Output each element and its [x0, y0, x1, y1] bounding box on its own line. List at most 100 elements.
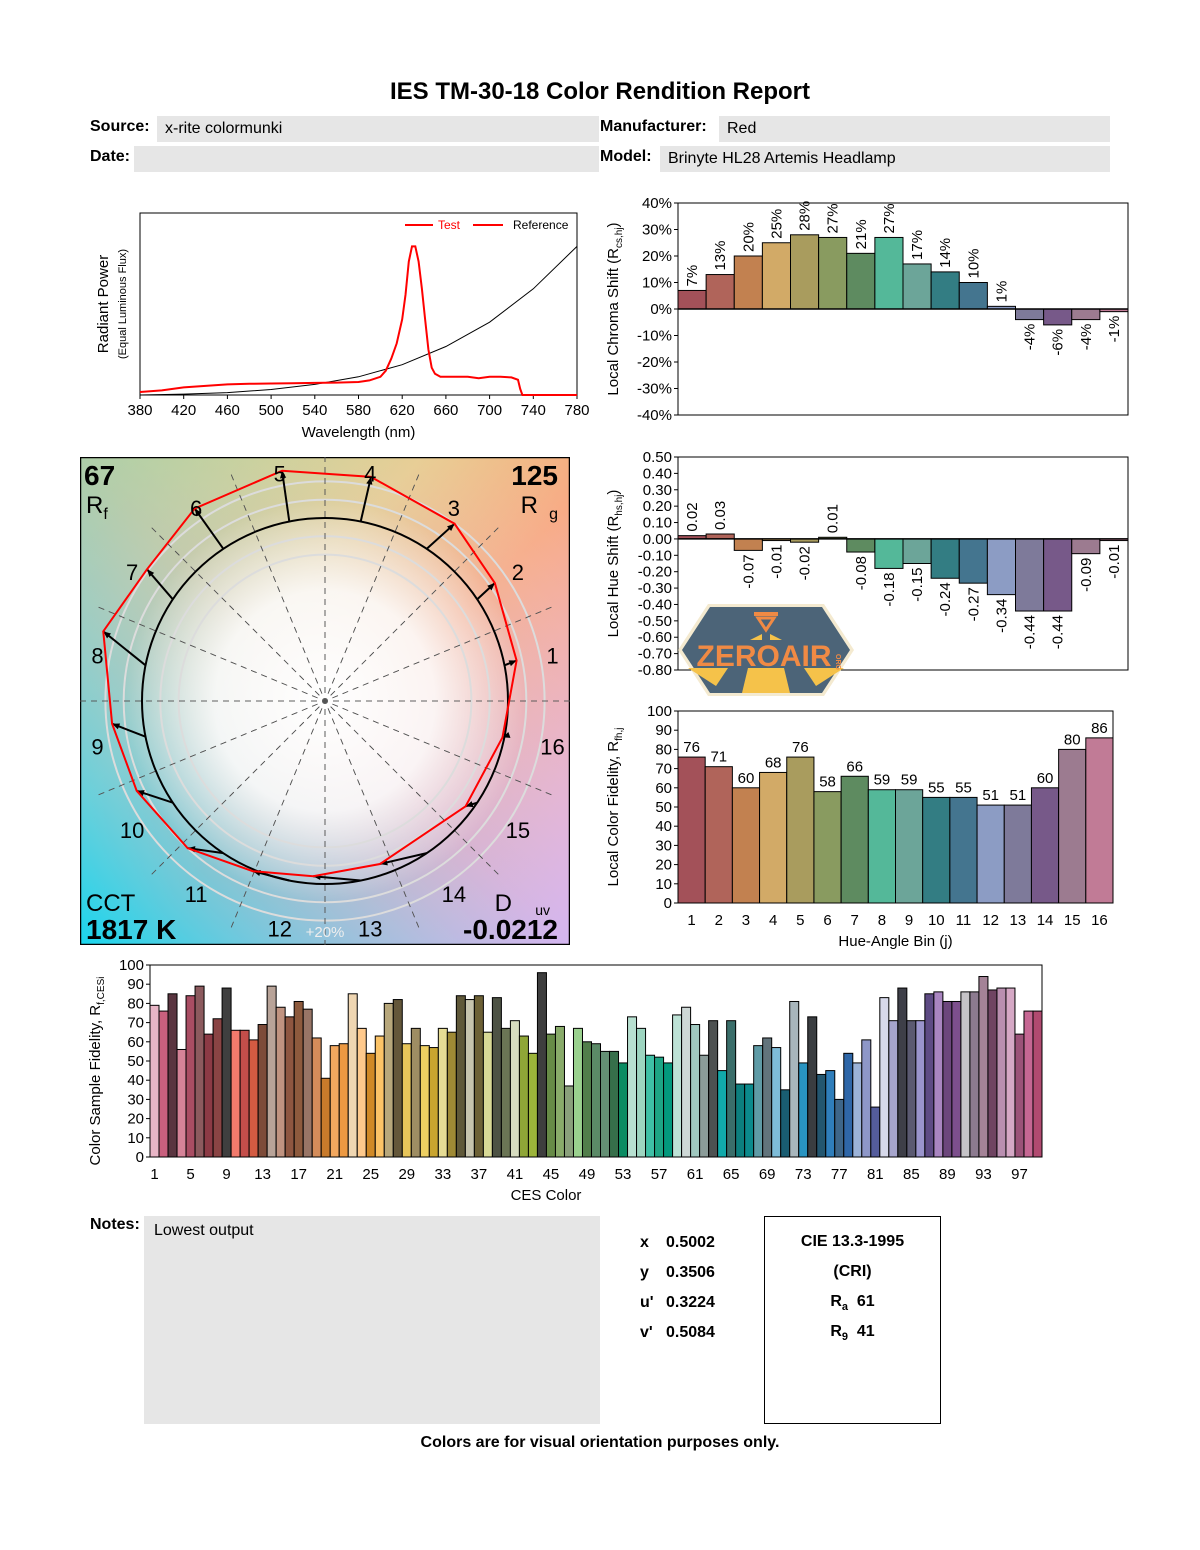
- y-tick-label: 80: [655, 741, 672, 758]
- model-field: Brinyte HL28 Artemis Headlamp: [660, 146, 1110, 172]
- model-label: Model:: [600, 148, 652, 165]
- arrow-head: [103, 631, 111, 639]
- x-tick-label: 61: [687, 1166, 704, 1183]
- bar-ces-83: [888, 1020, 899, 1158]
- x-tick-label: 49: [579, 1166, 596, 1183]
- bar-bin-13: [1015, 538, 1045, 612]
- bar-ces-92: [969, 991, 980, 1158]
- bar-label: 68: [765, 754, 782, 771]
- report-title: IES TM-30-18 Color Rendition Report: [389, 78, 811, 105]
- bar-ces-70: [771, 1047, 782, 1158]
- cri-r9: R9 41: [830, 1323, 875, 1344]
- x-tick-label: 15: [1064, 912, 1081, 929]
- y-tick-label: 30%: [642, 222, 672, 239]
- bar-bin-11: [949, 796, 978, 904]
- bar-ces-59: [672, 1014, 683, 1158]
- x-tick-label: 740: [521, 402, 546, 419]
- bar-ces-28: [392, 999, 403, 1158]
- duv-sub: uv: [535, 902, 550, 918]
- x-tick-label: 500: [259, 402, 284, 419]
- bar-ces-71: [780, 1089, 791, 1158]
- bar-ces-46: [554, 1025, 565, 1158]
- bar-ces-19: [311, 1037, 322, 1158]
- bar-label: -0.07: [740, 554, 757, 588]
- bar-ces-94: [987, 989, 998, 1158]
- y-tick-label: 100: [119, 957, 144, 974]
- bar-bin-2: [704, 766, 733, 904]
- bar-bin-15: [1071, 538, 1101, 555]
- y-tick-label: -30%: [637, 381, 672, 398]
- bar-bin-9: [902, 538, 932, 565]
- bar-ces-5: [185, 995, 196, 1158]
- y-tick-label: 70: [127, 1015, 144, 1032]
- y-tick-label: -10%: [637, 328, 672, 345]
- coord-row-u: u' 0.3224: [640, 1294, 715, 1311]
- logo-text: ZEROAIR: [697, 640, 832, 673]
- source-label: Source:: [90, 118, 150, 135]
- x-axis-label: Hue-Angle Bin (j): [838, 933, 952, 950]
- y-tick-label: 50: [127, 1053, 144, 1070]
- x-tick-label: 5: [796, 912, 804, 929]
- bar-ces-49: [581, 1041, 592, 1158]
- bar-ces-3: [167, 993, 178, 1158]
- x-tick-label: 9: [222, 1166, 230, 1183]
- date-field: [134, 146, 599, 172]
- shift-arrow-bin-14: [379, 852, 427, 865]
- bar-ces-52: [609, 1050, 620, 1158]
- bar-ces-55: [636, 1027, 647, 1158]
- bar-ces-34: [446, 1031, 457, 1158]
- y-tick-label: 10: [127, 1130, 144, 1147]
- bar-label: -0.18: [881, 572, 898, 606]
- bar-label: -0.44: [1022, 615, 1039, 649]
- y-tick-label: 10: [655, 876, 672, 893]
- x-tick-label: 12: [982, 912, 999, 929]
- bin-label: 7: [126, 560, 138, 585]
- x-tick-label: 780: [564, 402, 589, 419]
- bin-label: 2: [512, 560, 524, 585]
- bar-label: 51: [982, 787, 999, 804]
- bar-ces-85: [906, 1020, 917, 1158]
- y-tick-label: -40%: [637, 407, 672, 424]
- bar-ces-36: [464, 999, 475, 1158]
- bar-ces-67: [744, 1083, 755, 1158]
- x-tick-label: 29: [398, 1166, 415, 1183]
- bar-label: -0.24: [937, 582, 954, 616]
- x-tick-label: 93: [975, 1166, 992, 1183]
- cct-label: CCT: [86, 890, 136, 917]
- bar-ces-96: [1005, 987, 1016, 1158]
- bar-ces-61: [690, 1024, 701, 1158]
- bar-ces-27: [383, 1002, 394, 1158]
- zeroair-logo: ZEROAIR ORG: [678, 604, 854, 696]
- x-tick-label: 2: [715, 912, 723, 929]
- bar-bin-12: [976, 804, 1005, 904]
- spd-chart: 380 420 460 500 540 580 620 660 700 740 780 Wavelen…: [95, 212, 590, 441]
- bin-label: 3: [448, 496, 460, 521]
- rg-sub: g: [549, 506, 558, 523]
- bar-ces-38: [482, 1031, 493, 1158]
- bin-label: 12: [267, 917, 291, 942]
- x-tick-label: 4: [769, 912, 777, 929]
- bar-label: 66: [846, 758, 863, 775]
- shift-arrow-bin-8: [102, 630, 147, 667]
- grid-ring: [177, 553, 473, 849]
- y-axis-label: Radiant Power: [95, 255, 112, 353]
- bar-label: 25%: [768, 209, 785, 239]
- ring-label: +20%: [306, 924, 345, 941]
- bar-ces-86: [915, 1020, 926, 1158]
- bar-ces-7: [203, 1033, 214, 1158]
- bar-label: 7%: [684, 265, 701, 287]
- bar-label: -4%: [1022, 324, 1039, 351]
- x-tick-label: 69: [759, 1166, 776, 1183]
- bar-label: -0.27: [965, 587, 982, 621]
- bar-ces-25: [365, 1052, 376, 1158]
- bar-label: 1%: [993, 281, 1010, 303]
- bar-bin-11: [958, 538, 988, 584]
- bar-ces-84: [897, 987, 908, 1158]
- bar-label: -0.02: [797, 546, 814, 580]
- bar-ces-17: [293, 1000, 304, 1158]
- bin-label: 11: [185, 882, 208, 907]
- logo-suffix: ORG: [834, 654, 841, 671]
- bar-ces-68: [753, 1045, 764, 1158]
- arrow-head: [366, 476, 373, 485]
